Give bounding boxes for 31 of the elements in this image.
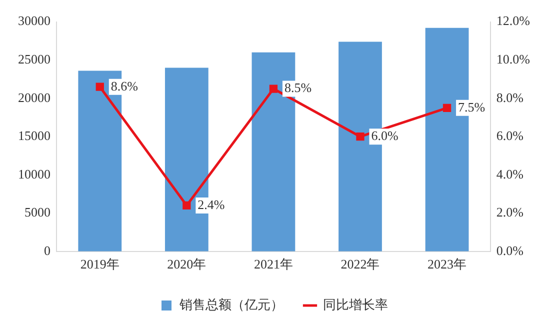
point	[269, 84, 278, 93]
legend-label: 销售总额（亿元）	[178, 296, 284, 312]
y2-tick-label: 12.0%	[496, 13, 530, 28]
y-tick-label: 30000	[18, 13, 50, 28]
point	[442, 104, 452, 112]
y2-tick-label: 2.0%	[496, 204, 524, 220]
x-tick-label: 2023年	[428, 256, 467, 272]
legend-label: 同比增长率	[323, 296, 388, 312]
y-tick-label: 15000	[18, 128, 50, 144]
x-tick-label: 2021年	[254, 256, 293, 272]
y2-tick-label: 6.0%	[496, 128, 524, 144]
y-tick-label: 20000	[18, 90, 50, 105]
y-tick-label: 5000	[24, 204, 50, 220]
data-label: 6.0%	[371, 128, 398, 144]
data-label: 7.5%	[458, 99, 486, 114]
x-tick-label: 2022年	[340, 256, 380, 272]
point	[356, 132, 364, 141]
x-tick-label: 2019年	[80, 256, 120, 272]
y2-tick-label: 0.0%	[496, 242, 524, 258]
y2-tick-label: 8.0%	[496, 90, 524, 105]
y-tick-label: 0	[44, 242, 50, 258]
y-tick-label: 10000	[18, 166, 50, 182]
data-label: 8.5%	[284, 80, 312, 96]
data-label: 2.4%	[198, 196, 225, 212]
y2-tick-label: 4.0%	[496, 166, 524, 182]
y-tick-label: 25000	[18, 51, 50, 66]
y2-tick-label: 10.0%	[496, 51, 530, 66]
point	[96, 82, 104, 91]
data-label: 8.6%	[110, 78, 138, 94]
x-tick-label: 2020年	[167, 256, 206, 272]
point	[182, 201, 191, 210]
